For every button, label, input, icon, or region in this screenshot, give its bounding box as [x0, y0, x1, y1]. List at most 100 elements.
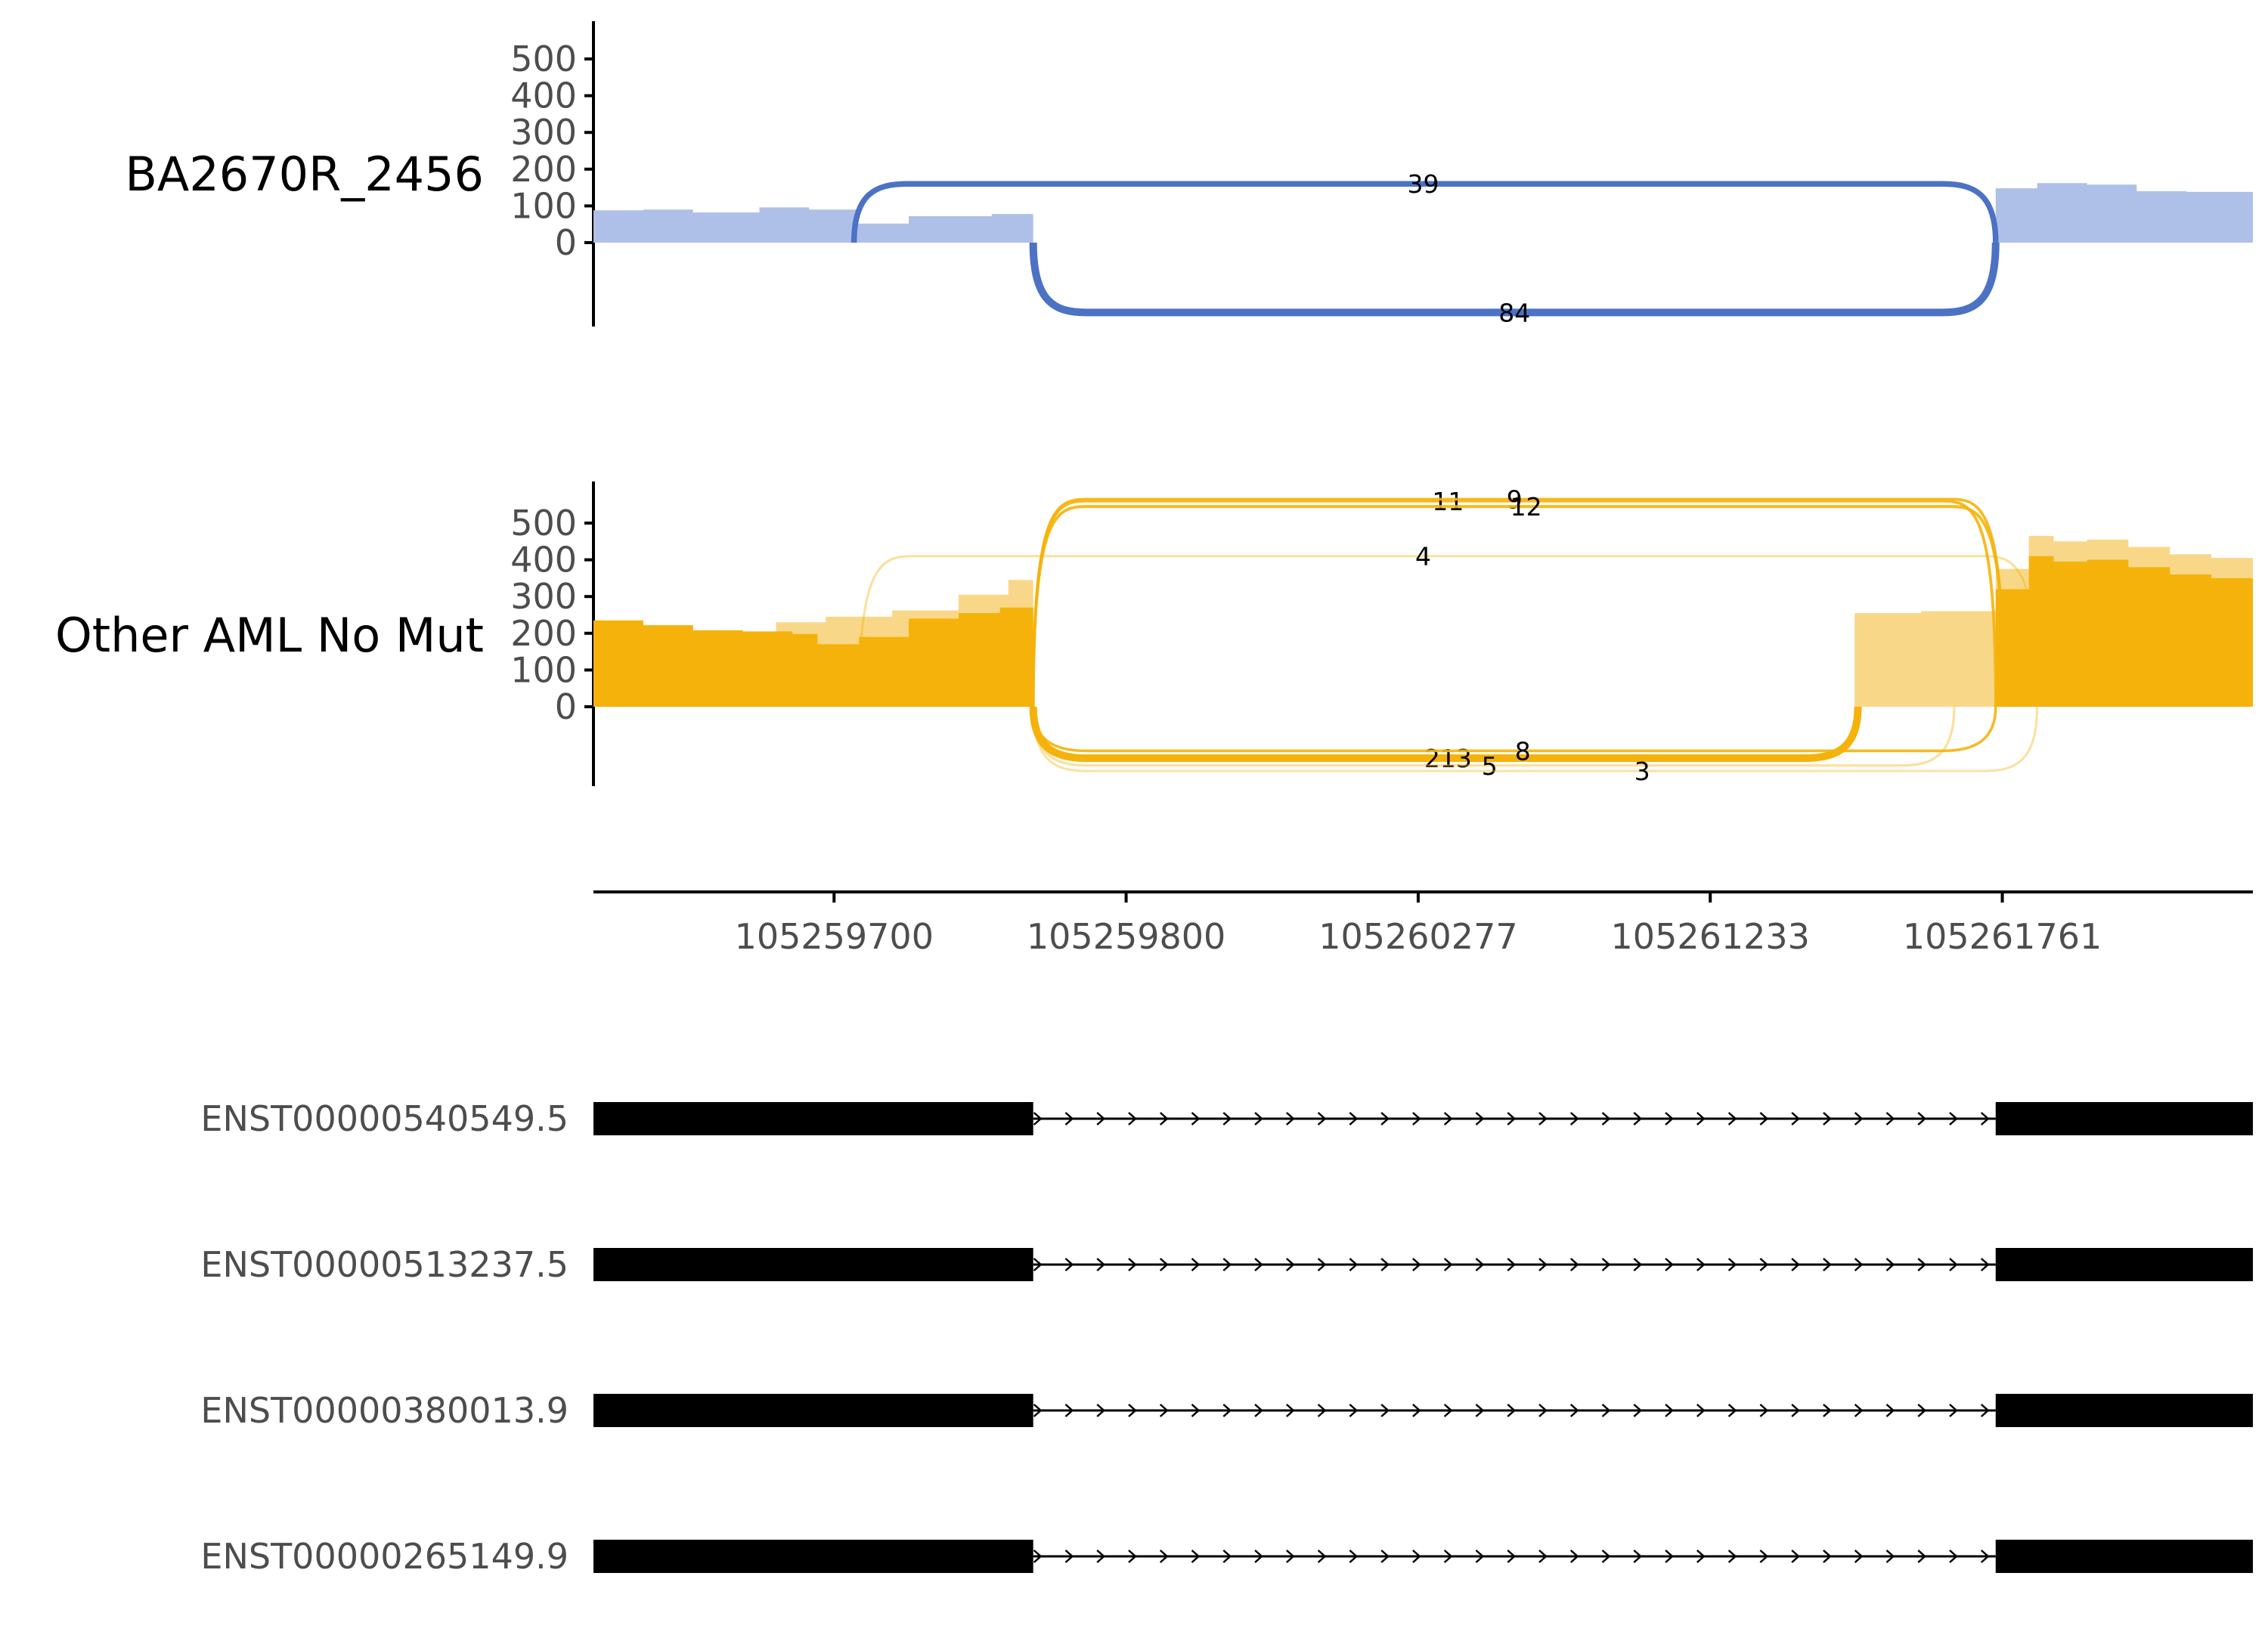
intron-arrow [1823, 1258, 1832, 1271]
intron-arrow [1759, 1404, 1769, 1417]
x-tick-label: 105259700 [735, 916, 934, 957]
intron-arrow [1917, 1258, 1927, 1271]
junction-label: 12 [1510, 492, 1542, 522]
intron-arrow [1633, 1112, 1643, 1125]
intron-arrow [1349, 1404, 1359, 1417]
intron-arrow [1033, 1258, 1043, 1271]
junction-arc [1029, 242, 2000, 317]
intron-arrow [1254, 1550, 1263, 1563]
intron-arrow [1128, 1550, 1137, 1563]
intron-arrow [1064, 1258, 1074, 1271]
intron-arrow [1380, 1258, 1390, 1271]
intron-arrow [1412, 1112, 1421, 1125]
y-tick-label: 0 [555, 222, 577, 263]
intron-arrow [1222, 1550, 1232, 1563]
intron-arrow [1507, 1550, 1517, 1563]
intron-arrow [1569, 1112, 1579, 1125]
intron-arrow [1412, 1550, 1421, 1563]
intron-arrow [1601, 1258, 1611, 1271]
intron-arrow [1285, 1258, 1295, 1271]
intron-arrow [1696, 1258, 1706, 1271]
intron-arrow [1538, 1112, 1548, 1125]
intron-arrow [1128, 1112, 1137, 1125]
transcript-row: ENST00000540549.5 [200, 1098, 2253, 1139]
intron-arrow [1696, 1112, 1706, 1125]
intron-arrow [1665, 1550, 1674, 1563]
intron-arrow [1159, 1404, 1169, 1417]
transcript-name: ENST00000540549.5 [200, 1098, 569, 1139]
intron-arrow [1854, 1258, 1864, 1271]
junction-label: 4 [1415, 542, 1431, 571]
intron-arrow [1033, 1404, 1043, 1417]
y-tick-label: 100 [510, 185, 577, 226]
intron-arrow [1412, 1404, 1421, 1417]
intron-arrow [1633, 1550, 1643, 1563]
y-tick-label: 200 [510, 149, 577, 190]
intron-arrow [1128, 1404, 1137, 1417]
intron-arrow [1854, 1112, 1864, 1125]
exon-block [1995, 1540, 2253, 1573]
junction-arc [1032, 706, 2039, 773]
intron-arrow [1349, 1550, 1359, 1563]
transcript-name: ENST00000513237.5 [200, 1244, 569, 1285]
junction-label: 5 [1482, 751, 1498, 781]
junction-label: 3 [1634, 757, 1650, 786]
coverage-area-right [1995, 556, 2253, 707]
intron-arrow [1317, 1112, 1327, 1125]
intron-arrow [1569, 1258, 1579, 1271]
intron-arrow [1380, 1112, 1390, 1125]
intron-arrow [1949, 1258, 1958, 1271]
junction-arc [850, 181, 1999, 243]
intron-arrow [1823, 1404, 1832, 1417]
intron-arrow [1917, 1112, 1927, 1125]
junction-arc [857, 555, 2039, 707]
transcript-row: ENST00000513237.5 [200, 1244, 2253, 1285]
intron-arrow [1791, 1112, 1801, 1125]
intron-arrow [1665, 1258, 1674, 1271]
intron-arrow [1507, 1404, 1517, 1417]
transcript-row: ENST00000380013.9 [200, 1390, 2253, 1431]
junction-label: 8 [1515, 736, 1531, 766]
y-tick-label: 400 [510, 540, 577, 581]
exon-block [593, 1540, 1033, 1573]
intron-arrow [1854, 1404, 1864, 1417]
sample-label: Other AML No Mut [55, 608, 484, 663]
intron-arrow [1696, 1550, 1706, 1563]
sample-label: BA2670R_2456 [125, 147, 484, 202]
x-axis: 105259700 105259800 105260277 105261233 1052… [593, 890, 2253, 957]
intron-arrow [1633, 1404, 1643, 1417]
junction-arc [1029, 706, 1862, 763]
intron-arrow [1033, 1112, 1043, 1125]
exon-block [593, 1102, 1033, 1135]
intron-arrow [1254, 1112, 1263, 1125]
intron-arrow [1633, 1258, 1643, 1271]
intron-arrow [1538, 1404, 1548, 1417]
intron-arrow [1475, 1258, 1485, 1271]
intron-arrow [1191, 1112, 1201, 1125]
x-tick-label: 105261233 [1611, 916, 1810, 957]
intron-arrow [1980, 1112, 1990, 1125]
intron-arrow [1949, 1404, 1958, 1417]
intron-arrow [1443, 1404, 1453, 1417]
intron-arrow [1096, 1112, 1106, 1125]
exon-block [593, 1248, 1033, 1281]
intron-arrow [1885, 1258, 1895, 1271]
intron-arrow [1885, 1550, 1895, 1563]
coverage-area [593, 207, 1033, 243]
intron-arrow [1759, 1112, 1769, 1125]
intron-arrow [1443, 1550, 1453, 1563]
junction-arc [1031, 706, 1997, 753]
intron-arrow [1475, 1404, 1485, 1417]
intron-arrow [1412, 1258, 1421, 1271]
intron-arrow [1791, 1404, 1801, 1417]
junction-label: 11 [1432, 487, 1464, 516]
intron-arrow [1569, 1550, 1579, 1563]
intron-arrow [1823, 1112, 1832, 1125]
intron-arrow [1285, 1112, 1295, 1125]
intron-arrow [1222, 1112, 1232, 1125]
intron-arrow [1917, 1550, 1927, 1563]
x-tick-label: 105260277 [1318, 916, 1517, 957]
transcript-row: ENST00000265149.9 [200, 1536, 2253, 1577]
intron-arrow [1727, 1550, 1737, 1563]
